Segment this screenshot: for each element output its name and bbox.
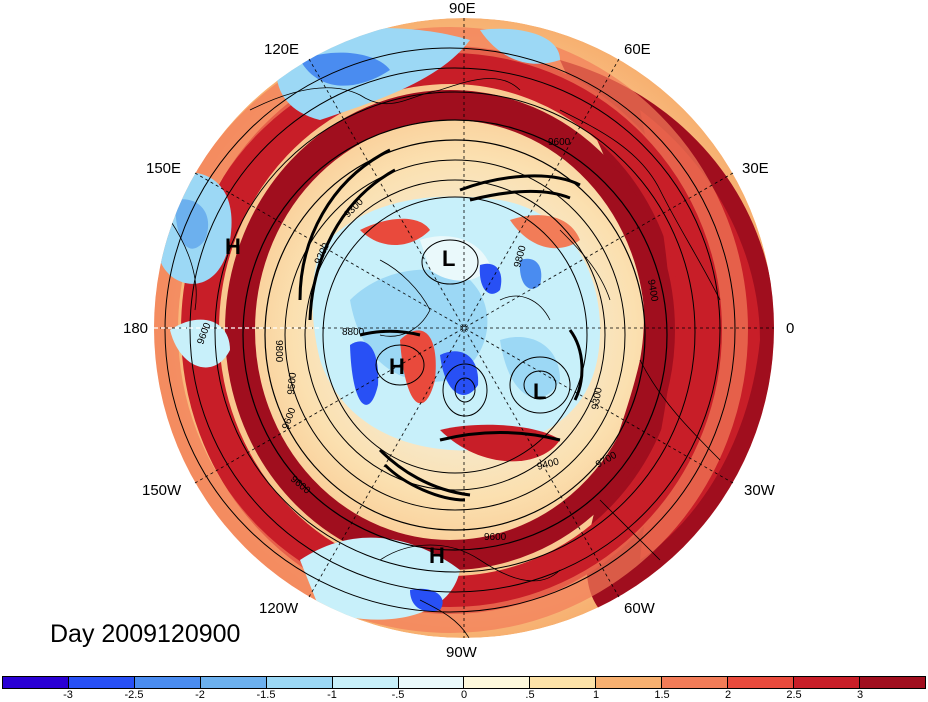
contour-label: 9500 — [286, 372, 299, 396]
longitude-label-60w: 60W — [624, 600, 655, 617]
contour-label: 9400 — [645, 279, 660, 303]
longitude-label-180: 180 — [123, 320, 149, 337]
longitude-label-30w: 30W — [744, 482, 775, 499]
longitude-label-150w: 150W — [142, 482, 182, 499]
colorbar-tick-label: -2 — [195, 689, 205, 701]
colorbar-tick-label: 2 — [724, 689, 732, 701]
colorbar-segment — [266, 677, 333, 688]
longitude-label-30e: 30E — [742, 160, 769, 177]
jet-stream-contours — [298, 148, 584, 502]
colorbar-tick-label: -1.5 — [256, 689, 276, 701]
longitude-label-90e: 90E — [449, 0, 476, 17]
colorbar-segment — [859, 677, 925, 688]
contour-label: 9600 — [484, 532, 507, 543]
longitude-label-90w: 90W — [446, 644, 477, 661]
colorbar-segment — [398, 677, 465, 688]
colorbar-segment — [3, 677, 69, 688]
high-pressure-center: H — [429, 543, 445, 568]
anomaly-field — [154, 18, 774, 638]
contour-label: 8800 — [342, 327, 365, 338]
colorbar-segment — [464, 677, 531, 688]
contour-label: 9600 — [548, 137, 571, 148]
low-pressure-center: L — [442, 246, 455, 271]
colorbar — [2, 676, 926, 689]
high-pressure-center: H — [389, 354, 405, 379]
colorbar-tick-label: -1 — [327, 689, 337, 701]
colorbar-segment — [332, 677, 399, 688]
colorbar-segment — [794, 677, 860, 688]
colorbar-segment — [68, 677, 135, 688]
colorbar-segment — [662, 677, 729, 688]
height-contours — [164, 47, 736, 613]
longitude-label-120e: 120E — [264, 41, 300, 58]
graticule — [154, 18, 774, 638]
colorbar-segment — [728, 677, 795, 688]
contour-label: 9300 — [590, 386, 605, 410]
longitude-label-60e: 60E — [624, 41, 651, 58]
colorbar-segment — [596, 677, 663, 688]
colorbar-segment — [200, 677, 267, 688]
coastlines — [169, 78, 721, 638]
colorbar-tick-label: .5 — [525, 689, 535, 701]
colorbar-segment — [530, 677, 597, 688]
high-pressure-center: H — [225, 234, 241, 259]
colorbar-tick-label: -3 — [63, 689, 73, 701]
low-pressure-center: L — [533, 379, 546, 404]
colorbar-tick-label: 1.5 — [654, 689, 670, 701]
contour-label: 9800 — [273, 340, 284, 363]
colorbar-tick-label: 0 — [460, 689, 468, 701]
colorbar-segment — [134, 677, 201, 688]
colorbar-tick-label: 2.5 — [786, 689, 802, 701]
longitude-label-120w: 120W — [259, 600, 299, 617]
colorbar-tick-label: 1 — [592, 689, 600, 701]
colorbar-tick-label: -.5 — [391, 689, 405, 701]
longitude-label-150e: 150E — [146, 160, 182, 177]
longitude-label-0: 0 — [786, 320, 795, 337]
colorbar-tick-label: -2.5 — [124, 689, 144, 701]
colorbar-tick-label: 3 — [856, 689, 864, 701]
map-title: Day 2009120900 — [50, 620, 241, 648]
